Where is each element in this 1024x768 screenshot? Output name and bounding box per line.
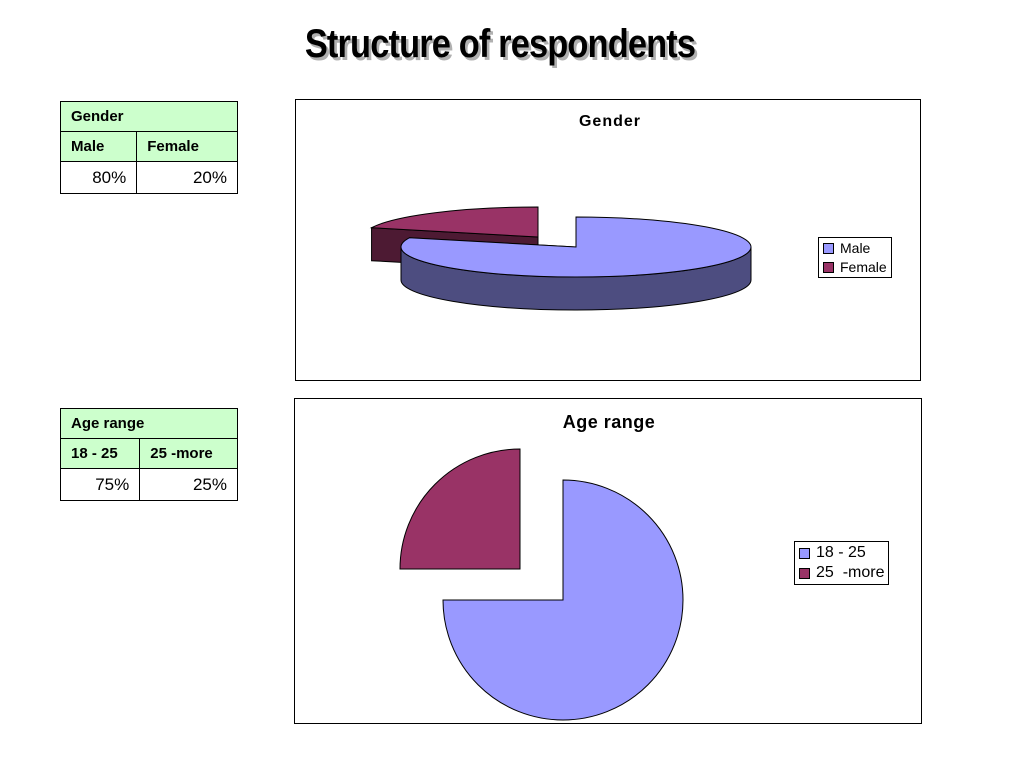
age-table: Age range 18 - 25 25 -more 75% 25% bbox=[59, 408, 238, 501]
gender-table: Gender Male Female 80% 20% bbox=[59, 101, 238, 194]
age-legend-label-25-more: 25 -more bbox=[816, 564, 885, 581]
gender-legend-item-female: Female bbox=[823, 259, 887, 275]
age-col-25-more: 25 -more bbox=[139, 438, 238, 469]
gender-legend-label-female: Female bbox=[840, 259, 887, 275]
gender-col-male: Male bbox=[59, 131, 138, 162]
gender-table-header: Gender bbox=[60, 101, 238, 132]
age-legend-item-25-more: 25 -more bbox=[799, 564, 884, 582]
gender-chart: Gender Male Female bbox=[295, 99, 921, 381]
gender-value-male: 80% bbox=[59, 161, 138, 194]
age-chart: Age range 18 - 25 25 -more bbox=[294, 398, 922, 724]
age-chart-title: Age range bbox=[563, 412, 656, 432]
legend-swatch-25-more bbox=[799, 567, 810, 579]
legend-swatch-male bbox=[823, 242, 834, 254]
age-col-18-25: 18 - 25 bbox=[59, 438, 141, 469]
slide-title: Structure of respondents bbox=[304, 22, 696, 66]
age-pie-svg: Age range bbox=[399, 412, 684, 721]
age-slice-18-25 bbox=[442, 479, 684, 721]
gender-col-female: Female bbox=[136, 131, 238, 162]
gender-slice-male bbox=[400, 216, 752, 311]
age-legend-label-18-25: 18 - 25 bbox=[816, 544, 866, 561]
age-legend-item-18-25: 18 - 25 bbox=[799, 544, 884, 562]
age-legend: 18 - 25 25 -more bbox=[794, 541, 890, 585]
gender-chart-title: Gender bbox=[579, 113, 641, 130]
gender-legend-item-male: Male bbox=[823, 240, 887, 256]
gender-legend: Male Female bbox=[818, 237, 892, 278]
age-table-header: Age range bbox=[60, 408, 238, 439]
age-value-18-25: 75% bbox=[59, 468, 141, 501]
gender-legend-label-male: Male bbox=[840, 240, 871, 256]
legend-swatch-female bbox=[823, 261, 834, 273]
age-slice-25-more bbox=[399, 448, 521, 570]
gender-value-female: 20% bbox=[136, 161, 238, 194]
age-value-25-more: 25% bbox=[139, 468, 238, 501]
legend-swatch-18-25 bbox=[799, 547, 810, 559]
gender-pie-svg: Gender bbox=[369, 113, 752, 311]
